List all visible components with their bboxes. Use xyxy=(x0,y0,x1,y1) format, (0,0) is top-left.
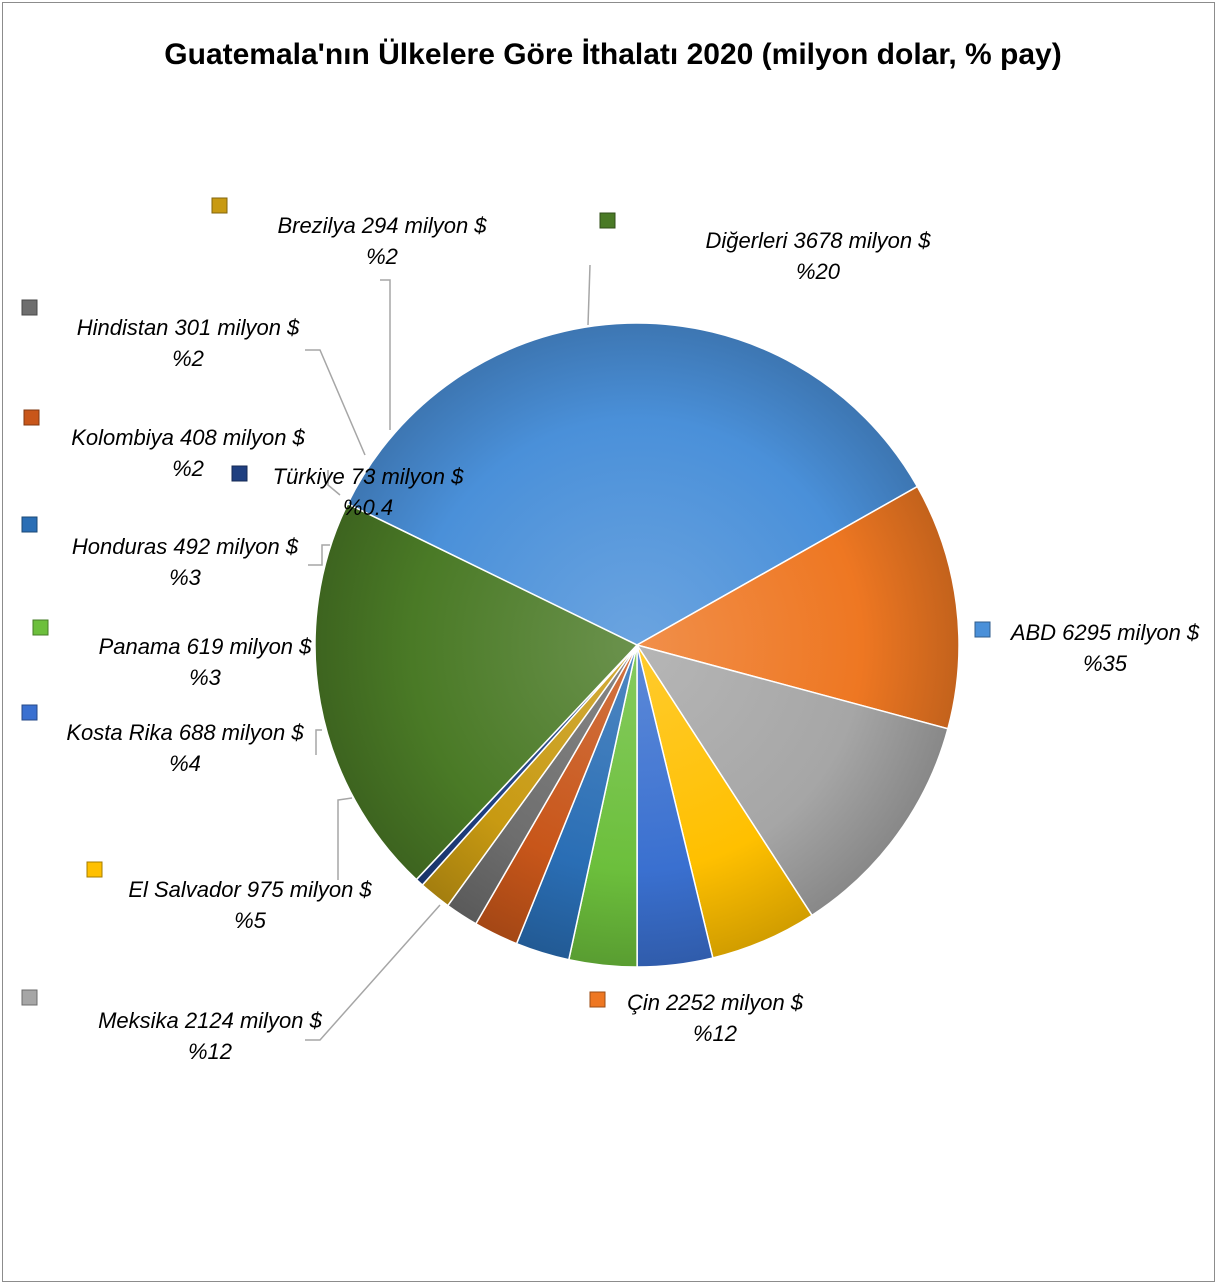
data-label-brezilya: Brezilya 294 milyon $ xyxy=(277,213,487,238)
leader-line-honduras xyxy=(308,544,330,566)
data-label-meksika: Meksika 2124 milyon $ xyxy=(98,1008,323,1033)
pie-slice-cin xyxy=(635,485,960,730)
data-label-percent-abd: %35 xyxy=(1083,651,1128,676)
data-label-percent-el-salvador: %5 xyxy=(234,908,267,933)
legend-key-kosta-rika xyxy=(21,704,38,721)
legend-key-digerleri xyxy=(599,212,616,229)
legend-key-hindistan xyxy=(21,299,38,316)
leader-line-hindistan xyxy=(305,349,366,456)
legend-key-abd xyxy=(974,621,991,638)
data-label-percent-kolombiya: %2 xyxy=(172,456,204,481)
data-label-honduras: Honduras 492 milyon $ xyxy=(72,534,299,559)
data-label-digerleri: Diğerleri 3678 milyon $ xyxy=(706,228,932,253)
data-label-kosta-rika: Kosta Rika 688 milyon $ xyxy=(66,720,304,745)
legend-key-brezilya xyxy=(211,197,228,214)
leader-line-kosta-rika xyxy=(315,729,322,755)
legend-key-turkiye xyxy=(231,465,248,482)
legend-key-el-salvador xyxy=(86,861,103,878)
leader-line-el-salvador xyxy=(337,797,353,880)
data-label-percent-panama: %3 xyxy=(189,665,222,690)
data-label-percent-digerleri: %20 xyxy=(796,259,841,284)
leader-line-digerleri xyxy=(587,264,591,326)
data-label-percent-turkiye: %0.4 xyxy=(343,495,393,520)
leader-line-meksika xyxy=(305,904,441,1041)
data-label-kolombiya: Kolombiya 408 milyon $ xyxy=(71,425,305,450)
data-label-percent-meksika: %12 xyxy=(188,1039,232,1064)
leader-line-brezilya xyxy=(380,279,391,430)
data-label-el-salvador: El Salvador 975 milyon $ xyxy=(128,877,372,902)
pie-slice-abd xyxy=(346,322,919,646)
data-label-turkiye: Türkiye 73 milyon $ xyxy=(273,464,465,489)
data-label-percent-honduras: %3 xyxy=(169,565,202,590)
legend-key-panama xyxy=(32,619,49,636)
data-label-percent-cin: %12 xyxy=(693,1021,737,1046)
data-label-hindistan: Hindistan 301 milyon $ xyxy=(77,315,300,340)
legend-key-honduras xyxy=(21,516,38,533)
legend-key-kolombiya xyxy=(23,409,40,426)
data-label-percent-kosta-rika: %4 xyxy=(169,751,201,776)
data-label-percent-brezilya: %2 xyxy=(366,244,398,269)
legend-key-meksika xyxy=(21,989,38,1006)
pie-slice-digerleri xyxy=(314,502,639,881)
leader-line-kolombiya xyxy=(327,470,341,496)
data-label-cin: Çin 2252 milyon $ xyxy=(627,990,804,1015)
data-label-abd: ABD 6295 milyon $ xyxy=(1009,620,1200,645)
pie-slice-meksika xyxy=(635,643,949,917)
legend-key-cin xyxy=(589,991,606,1008)
data-label-percent-hindistan: %2 xyxy=(172,346,204,371)
data-label-panama: Panama 619 milyon $ xyxy=(99,634,313,659)
chart-title: Guatemala'nın Ülkelere Göre İthalatı 202… xyxy=(164,38,1062,71)
